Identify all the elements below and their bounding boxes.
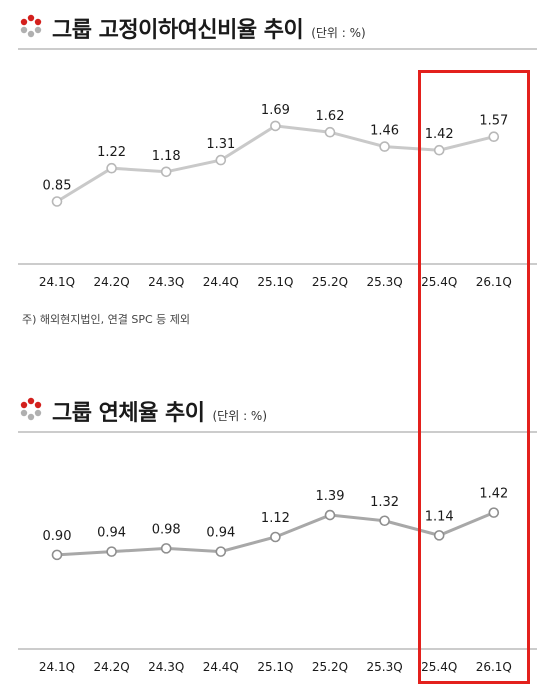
data-point [160, 166, 172, 178]
highlight-box [418, 70, 530, 684]
x-tick-label: 25.2Q [312, 275, 348, 289]
x-tick-label: 24.2Q [94, 660, 130, 674]
x-tick-label: 24.1Q [39, 275, 75, 289]
data-label: 1.39 [316, 489, 345, 504]
data-label: 1.42 [425, 127, 454, 142]
data-point [324, 509, 336, 521]
company-logo-icon [20, 14, 42, 38]
x-tick-label: 25.4Q [421, 660, 457, 674]
data-label: 1.46 [370, 124, 399, 139]
data-point [51, 549, 63, 561]
data-label: 1.18 [152, 149, 181, 164]
data-point [106, 162, 117, 174]
company-logo-icon [20, 397, 42, 421]
x-tick-label: 24.4Q [203, 275, 239, 289]
data-label: 1.22 [97, 145, 126, 160]
x-tick-label: 25.3Q [367, 660, 403, 674]
data-label: 1.69 [261, 103, 290, 118]
x-tick-label: 25.1Q [257, 275, 293, 289]
x-tick-label: 25.4Q [421, 275, 457, 289]
data-point [215, 546, 227, 557]
data-label: 0.85 [43, 179, 72, 194]
chart-title: 그룹 고정이하여신비율 추이 [52, 18, 304, 43]
data-point [433, 530, 445, 541]
data-label: 1.42 [479, 487, 508, 502]
npl-ratio-section: 그룹 고정이하여신비율 추이 (단위 : %) 0.85 24.1Q 1.22 24.… [0, 0, 555, 340]
data-point [324, 126, 336, 138]
x-tick-label: 24.3Q [148, 660, 184, 674]
x-tick-label: 24.4Q [203, 660, 239, 674]
unit-label: (단위 : %) [212, 409, 268, 423]
x-tick-label: 26.1Q [476, 660, 512, 674]
data-point [160, 543, 172, 554]
data-point [270, 531, 281, 543]
npl-ratio-line-chart: 0.85 24.1Q 1.22 24.2Q 1.18 24.3Q 1.31 24.4Q 1.69… [18, 48, 537, 289]
data-point [215, 154, 227, 166]
data-point [51, 196, 63, 207]
delinquency-line-chart: 0.90 24.1Q 0.94 24.2Q 0.98 24.3Q 0.94 24.4Q 1.12… [18, 431, 537, 674]
unit-label: (단위 : %) [311, 26, 366, 40]
delinquency-section: 그룹 연체율 추이 (단위 : %) 0.90 24.1Q 0.94 24.2Q 0.9… [0, 378, 555, 699]
x-tick-label: 25.1Q [257, 660, 293, 674]
data-point [433, 144, 445, 156]
data-label: 1.31 [206, 137, 235, 152]
data-label: 0.98 [152, 522, 181, 537]
data-label: 1.57 [479, 114, 508, 129]
chart-title: 그룹 연체율 추이 [52, 401, 205, 426]
data-label: 0.94 [97, 526, 126, 541]
data-label: 0.90 [43, 529, 72, 544]
x-tick-label: 25.2Q [312, 660, 348, 674]
x-tick-label: 24.3Q [148, 275, 184, 289]
data-point [379, 141, 390, 152]
data-point [270, 120, 281, 132]
data-point [379, 515, 390, 527]
data-point [488, 507, 500, 518]
x-tick-label: 25.3Q [367, 275, 403, 289]
data-label: 1.14 [425, 509, 454, 524]
data-label: 0.94 [206, 526, 235, 541]
data-point [106, 546, 117, 557]
footnote: 주) 해외현지법인, 연결 SPC 등 제외 [22, 313, 191, 326]
x-tick-label: 26.1Q [476, 275, 512, 289]
data-point [488, 131, 500, 142]
data-label: 1.62 [316, 109, 345, 124]
x-tick-label: 24.2Q [94, 275, 130, 289]
x-tick-label: 24.1Q [39, 660, 75, 674]
data-label: 1.32 [370, 495, 399, 510]
data-label: 1.12 [261, 511, 290, 526]
